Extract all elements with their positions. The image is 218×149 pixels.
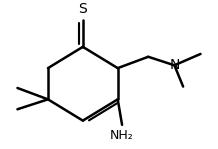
Text: S: S	[78, 2, 87, 16]
Text: NH₂: NH₂	[110, 129, 134, 142]
Text: N: N	[169, 58, 180, 72]
